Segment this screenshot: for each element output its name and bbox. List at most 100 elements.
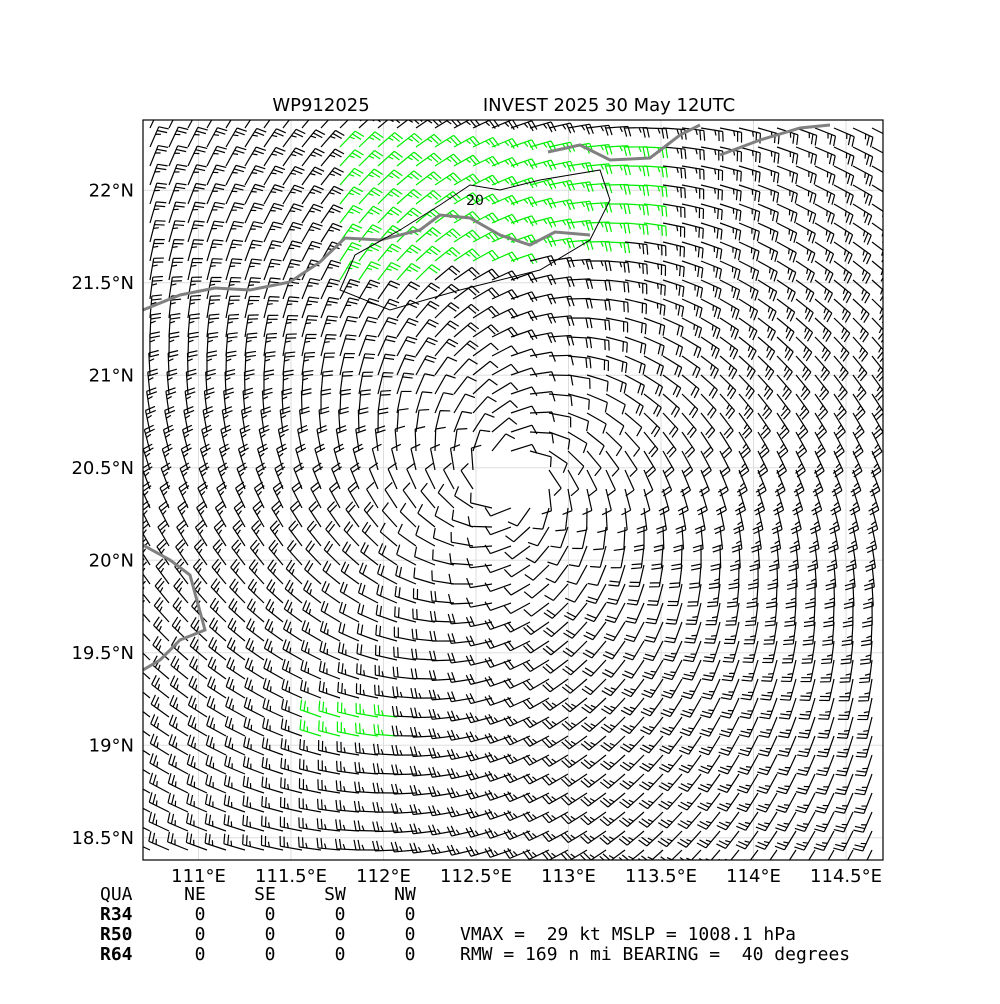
wind-barb [788,545,800,572]
wind-barb [814,127,837,147]
wind-barb [694,507,706,535]
wind-barb [293,462,305,490]
wind-barb [797,735,816,758]
wind-barb [510,177,538,189]
wind-barb [719,165,742,182]
wind-barb [339,581,360,604]
wind-barb [168,120,174,129]
wind-barb [399,502,417,528]
wind-barb [223,833,246,851]
wind-barb [808,526,820,553]
wind-barb [542,697,569,711]
wind-barb [245,637,265,661]
wind-barb [387,462,398,490]
wind-barb [871,222,883,243]
wind-barb [168,331,180,357]
wind-barb [265,598,284,623]
wind-barb [428,747,455,759]
wind-barb [871,431,883,459]
wind-barb [524,564,550,581]
wind-barb [601,697,626,715]
wind-barb [377,372,394,395]
wind-barb [396,120,423,129]
wind-barb [261,776,284,794]
wind-barb [548,450,568,473]
wind-barb [586,469,598,497]
wind-barb [434,153,462,167]
wind-barb [339,260,361,281]
wind-barb [336,741,360,756]
wind-barb [484,732,512,744]
wind-barb [621,678,645,698]
wind-barb [662,203,686,218]
wind-barb [320,148,345,167]
wind-barb [541,735,569,749]
wind-barb [394,585,417,604]
wind-barb [320,167,344,186]
wind-barb [168,182,187,205]
wind-barb [757,393,773,420]
wind-barb [759,697,778,720]
wind-barb [150,694,170,718]
wind-barb [484,827,512,839]
wind-barb [795,336,813,362]
wind-barb [833,431,845,459]
wind-barb [143,424,155,452]
wind-barb [298,778,322,794]
wind-barb [334,838,360,851]
wind-barb [225,164,246,186]
wind-barb [853,811,873,833]
wind-barb [491,138,519,149]
wind-barb [172,597,189,623]
wind-barb [815,773,835,795]
wind-barb [811,488,823,516]
wind-barb [814,279,834,303]
wind-barb [336,760,360,775]
wind-barb [776,298,796,322]
wind-barb [677,792,702,811]
wind-barb [852,241,872,265]
wind-barb [643,355,665,377]
wind-barb [466,577,493,589]
wind-barb [310,481,322,509]
wind-barb [174,558,189,585]
wind-barb [562,640,588,658]
wind-barb [168,276,183,300]
wind-barb [807,545,819,572]
wind-barb [755,811,778,832]
wind-barb [818,697,835,720]
wind-barb [636,507,648,534]
wind-barb [226,657,246,680]
wind-barb [249,539,265,566]
wind-barb [718,735,740,756]
wind-barb [567,162,594,174]
wind-barb [580,735,607,751]
wind-barb [645,602,664,625]
wind-barb [800,659,816,683]
wind-barb [605,222,631,234]
wind-barb [390,803,417,814]
wind-barb [643,393,662,417]
wind-barb [852,127,874,148]
wind-barb [795,165,817,185]
wind-barb [567,317,593,329]
wind-barb [836,716,854,739]
wind-barb [472,287,500,300]
wind-barb [484,751,512,763]
wind-barb [795,412,809,440]
wind-barb [856,716,873,739]
wind-barb [640,716,664,735]
wind-barb [566,564,588,585]
wind-barb [581,697,607,714]
wind-barb [681,184,705,200]
wind-barb [206,715,227,737]
wind-barb [507,507,531,527]
frame [142,119,884,861]
wind-barb [339,204,363,224]
wind-barb [377,243,402,262]
wind-barb [148,831,170,851]
wind-barb [795,431,808,459]
wind-barb [852,393,866,420]
table-cell: 0 [195,944,206,965]
wind-barb [472,413,495,433]
